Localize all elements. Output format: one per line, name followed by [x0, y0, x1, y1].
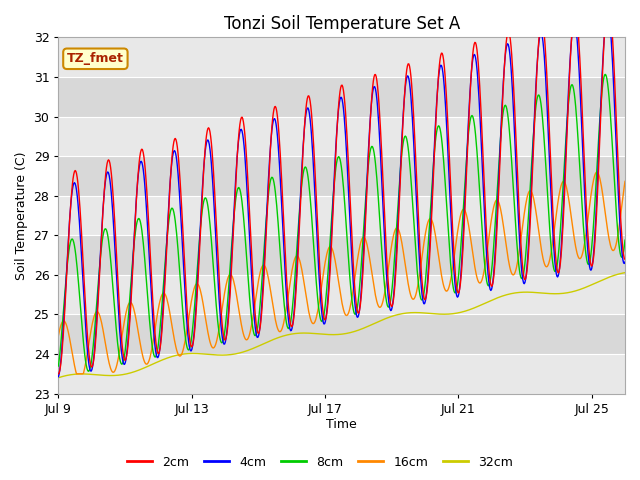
Bar: [58, 37, 625, 77]
Bar: [58, 235, 625, 275]
Title: Tonzi Soil Temperature Set A: Tonzi Soil Temperature Set A: [223, 15, 460, 33]
Bar: [58, 196, 625, 235]
Text: TZ_fmet: TZ_fmet: [67, 52, 124, 65]
Bar: [58, 275, 625, 314]
Bar: [58, 77, 625, 117]
Y-axis label: Soil Temperature (C): Soil Temperature (C): [15, 151, 28, 280]
Bar: [58, 117, 625, 156]
Legend: 2cm, 4cm, 8cm, 16cm, 32cm: 2cm, 4cm, 8cm, 16cm, 32cm: [122, 451, 518, 474]
Bar: [58, 354, 625, 394]
Bar: [58, 156, 625, 196]
Bar: [58, 314, 625, 354]
X-axis label: Time: Time: [326, 419, 357, 432]
